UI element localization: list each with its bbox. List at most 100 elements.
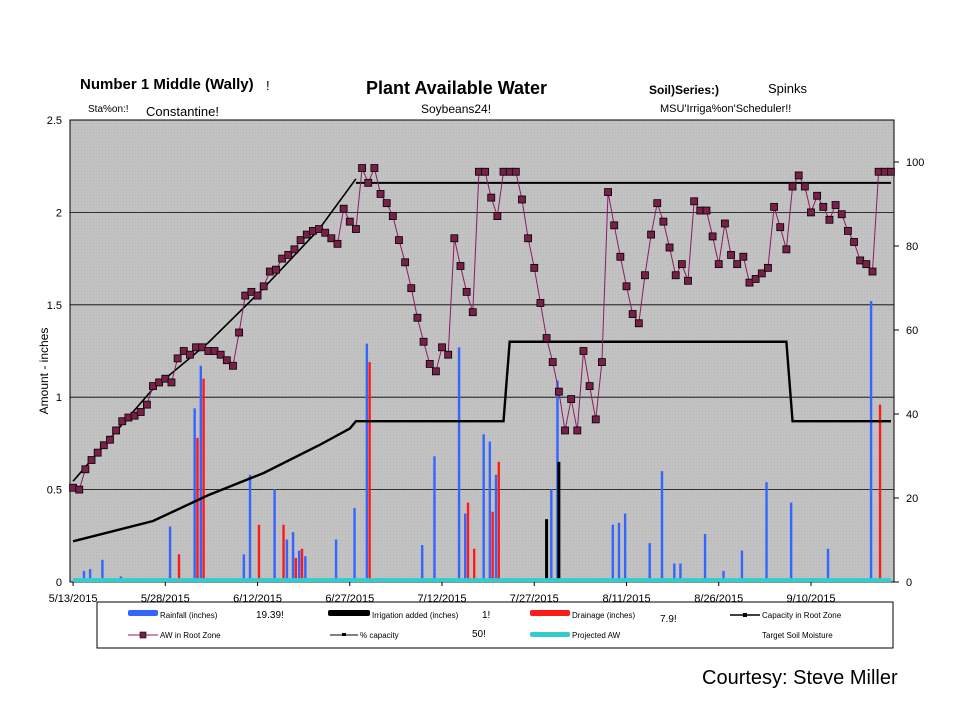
aw-marker [665,243,674,252]
aw-marker [653,199,662,208]
drainage-bar [300,548,304,582]
rainfall-bar [740,550,744,582]
legend-capacity-label: Capacity in Root Zone [762,611,842,620]
aw-marker [764,263,772,272]
rainfall-bar [826,548,830,582]
rainfall-bar [297,550,301,582]
aw-marker [782,245,791,254]
aw-marker [253,291,262,300]
aw-marker [862,260,871,269]
aw-marker [850,238,858,246]
y-tick-label: 0 [56,577,62,589]
aw-marker [87,456,96,464]
aw-marker [450,234,459,243]
aw-marker [493,212,502,220]
aw-marker [468,308,477,317]
aw-marker [284,251,293,259]
aw-marker [425,360,434,368]
legend-pct-marker [342,633,346,636]
drainage-bar [282,524,285,582]
y-tick-label: 2.5 [47,115,62,127]
farm-name-mark: ! [266,78,270,93]
y-tick-label: 0.5 [47,485,62,497]
soil-series-name: Spinks [768,81,808,96]
station-label: Sta%on:! [88,104,129,115]
legend-drainage-label: Drainage (inches) [572,611,636,620]
aw-marker [431,367,440,376]
aw-marker [376,190,385,198]
rainfall-bar [765,482,768,582]
y-axis-title: Amount - inches [37,328,51,415]
aw-marker [536,299,545,307]
rainfall-bar [623,513,627,582]
aw-marker [530,263,539,272]
aw-marker [272,265,280,274]
aw-marker [720,219,729,228]
aw-marker [825,215,834,224]
aw-marker [358,164,366,172]
rainfall-bar [242,554,246,582]
rainfall-bar [291,532,295,582]
rainfall-bar [433,456,436,582]
bar-series [82,301,882,582]
drainage-bar [294,557,298,582]
rainfall-bar [273,489,276,582]
aw-marker [345,217,354,226]
aw-marker [616,252,625,261]
rainfall-bar [365,343,369,582]
legend [96,601,894,649]
rainfall-bar [482,434,485,582]
aw-marker [610,221,619,230]
aw-marker [524,234,533,243]
rainfall-bar [353,508,356,582]
aw-marker [142,400,151,409]
aw-marker [321,228,330,237]
aw-marker [99,441,108,450]
aw-marker [837,210,846,219]
irrigation-bar [545,519,549,582]
aw-marker [296,236,305,245]
aw-marker [518,195,526,204]
legend-drainage-swatch [530,610,570,616]
aw-marker [352,225,360,233]
legend-irrigation-label: Irrigation added (inches) [372,611,459,620]
y-tick-label: 2 [56,207,62,219]
aw-marker [259,282,268,291]
rainfall-bar [199,365,203,582]
aw-marker [216,350,225,359]
y-tick-label: 1.5 [47,300,62,312]
rainfall-bar [648,543,651,582]
line-series [69,164,895,583]
aw-marker [714,260,723,269]
aw-marker [831,201,840,209]
chart-title: Plant Available Water [366,78,548,98]
aw-marker [567,395,576,403]
y2-tick-label: 40 [906,409,918,421]
aw-marker [167,378,176,387]
aw-marker [419,337,428,346]
aw-marker [671,271,680,280]
rainfall-bar [168,526,172,582]
y2-tick-label: 100 [906,157,924,169]
image-credit: Courtesy: Steve Miller [702,667,898,689]
aw-marker [290,245,299,254]
rainfall-bar [88,569,92,582]
rainfall-bar [617,522,621,582]
aw-marker [235,328,244,337]
aw-marker [622,282,631,291]
aw-marker [370,164,379,172]
aw-marker [690,197,699,206]
legend-projected-swatch [530,632,570,637]
rainfall-bar [550,489,553,582]
aw-marker [776,223,785,232]
x-tick-label: 5/13/2015 [49,593,98,605]
aw-marker [333,239,342,248]
aw-marker [751,275,760,283]
aw-marker [647,230,656,239]
aw-marker [770,202,778,211]
aw-marker [542,334,551,342]
y2-tick-label: 60 [906,325,918,337]
drainage-bar [491,511,494,582]
aw-marker [186,350,194,359]
aw-marker [604,188,612,196]
